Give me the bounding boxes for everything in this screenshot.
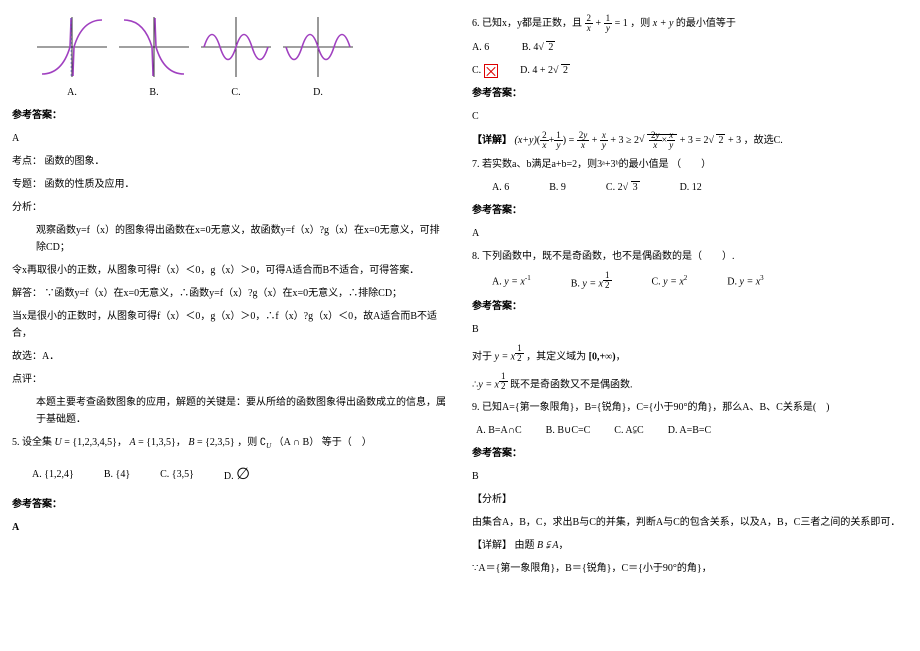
q6-pre: 6. 已知x，y都是正数，且 [472,18,582,29]
detail9: 【详解】 由题 B ⫋ A， [472,537,908,554]
graph-b-label: B. [149,84,158,101]
zhuanti-label: 专题： [12,179,42,190]
graph-b: B. [114,12,194,101]
right-column: 6. 已知x，y都是正数，且 2x + 1y = 1 ，则 x + y 的最小值… [460,0,920,651]
answer-9: B [472,468,908,485]
q7-opt-c: C. 23 [606,179,640,196]
q9-opt-a: A. B=A∩C [476,422,522,439]
q8-opt-a: A. y = x-1 [492,273,531,290]
q6-opt-d: D. 4 + 22 [520,65,570,76]
q9-options: A. B=A∩C B. B∪C=C C. A⫋C D. A=B=C [476,422,908,439]
graph-d-label: D. [313,84,323,101]
q6-tail2: 的最小值等于 [676,18,736,29]
graph-b-svg [114,12,194,82]
q6: 6. 已知x，y都是正数，且 2x + 1y = 1 ，则 x + y 的最小值… [472,14,908,33]
q7: 7. 若实数a、b满足a+b=2，则3ᵃ+3ᵇ的最小值是 （ ） [472,156,908,173]
q9-opt-d: D. A=B=C [668,422,712,439]
kaodian-text: 函数的图象． [45,156,105,167]
q5-opt-c: C. {3,5} [160,466,194,483]
left-column: A. B. C. [0,0,460,651]
answer-8: B [472,321,908,338]
answer-4: A [12,130,448,147]
q5-U: U = {1,2,3,4,5}， [55,437,127,448]
q5: 5. 设全集 U = {1,2,3,4,5}， A = {1,3,5}， B =… [12,434,448,453]
guxuan: 故选：A． [12,348,448,365]
q6-opt-c: C. [472,65,498,76]
jieda-label: 解答： [12,288,42,299]
q5-B: B = {2,3,5} [188,437,234,448]
q8: 8. 下列函数中，既不是奇函数，也不是偶函数的是（ ）. [472,248,908,265]
q5-end: 等于（ ） [322,437,372,448]
q6-frac2: 1y [604,14,613,33]
detail9b: ∵A＝{第一象限角}，B＝{锐角}，C＝{小于90°的角}， [472,560,908,577]
q5-options: A. {1,2,4} B. {4} C. {3,5} D. ∅ [32,461,448,488]
detail9-label: 【详解】 [472,540,512,551]
q7-opt-a: A. 6 [492,179,509,196]
fenxi9-label: 【分析】 [472,491,908,508]
answer-header-9: 参考答案： [472,445,908,462]
answer-header-5: 参考答案： [12,496,448,513]
jieda-1: ∵函数y=f（x）在x=0无意义，∴函数y=f（x）?g（x）在x=0无意义，∴… [45,288,403,299]
q6-frac1: 2x [585,14,594,33]
q5-pre: 5. 设全集 [12,437,52,448]
detail6-label: 【详解】 [472,135,512,146]
answer-5: A [12,519,448,536]
b-expl-2: ∴y = x12 既不是奇函数又不是偶函数. [472,372,908,393]
answer-header-8: 参考答案： [472,298,908,315]
graph-a-svg [32,12,112,82]
graph-c: C. [196,12,276,101]
graph-c-label: C. [231,84,240,101]
b-expl-1: 对于 y = x12 ，其定义域为 [0,+∞)， [472,344,908,365]
broken-image-icon [484,64,498,78]
detail-6: 【详解】 (x+y)(2x+1y) = 2yx + xy + 3 ≥ 22yx×… [472,131,908,150]
q5-tail: ，则 ∁ [237,437,266,448]
q9-opt-b: B. B∪C=C [546,422,591,439]
q7-options: A. 6 B. 9 C. 23 D. 12 [492,179,908,196]
q9: 9. 已知A={第一象限角}，B={锐角}，C={小于90°的角}，那么A、B、… [472,399,908,416]
q5-A: A = {1,3,5}， [129,437,185,448]
zhuanti-text: 函数的性质及应用． [45,179,135,190]
q8-options: A. y = x-1 B. y = x12 C. y = x2 D. y = x… [492,271,908,292]
q5-expr: （A ∩ B） [274,437,320,448]
answer-7: A [472,225,908,242]
zhuanti: 专题： 函数的性质及应用． [12,176,448,193]
graph-a: A. [32,12,112,101]
detail6-tail: ，故选C. [744,135,783,146]
answer-graphs: A. B. C. [32,12,448,101]
graph-d-svg [278,12,358,82]
q6-tail: ，则 [630,18,650,29]
q7-opt-b: B. 9 [549,179,566,196]
q6-opts-row2: C. D. 4 + 22 [472,62,908,79]
answer-header-6: 参考答案： [472,85,908,102]
fenxi-2: 令x再取很小的正数，从图象可得f（x）＜0，g（x）＞0，可得A适合而B不适合，… [12,262,448,279]
dianping-text: 本题主要考查函数图象的应用，解题的关键是：要从所给的函数图象得出函数成立的信息，… [12,394,448,428]
fenxi9: 由集合A，B，C，求出B与C的并集，判断A与C的包含关系，以及A，B，C三者之间… [472,514,908,531]
graph-c-svg [196,12,276,82]
q8-opt-c: C. y = x2 [652,273,688,290]
kaodian: 考点： 函数的图象． [12,153,448,170]
page: A. B. C. [0,0,920,651]
detail9a: 由题 [515,540,535,551]
fenxi-label: 分析： [12,199,448,216]
q5-opt-d: D. ∅ [224,461,250,488]
graph-d: D. [278,12,358,101]
q5-opt-b: B. {4} [104,466,130,483]
q6-opts-row1: A. 6 B. 42 [472,39,908,56]
q8-opt-b: B. y = x12 [571,271,612,292]
answer-header-7: 参考答案： [472,202,908,219]
q5-opt-a: A. {1,2,4} [32,466,74,483]
answer-6: C [472,108,908,125]
q8-opt-d: D. y = x3 [727,273,763,290]
q7-opt-d: D. 12 [680,179,702,196]
dianping-label: 点评： [12,371,448,388]
jieda: 解答： ∵函数y=f（x）在x=0无意义，∴函数y=f（x）?g（x）在x=0无… [12,285,448,302]
graph-a-label: A. [67,84,77,101]
q6-opt-a: A. 6 [472,42,489,53]
jieda-2: 当x是很小的正数时，从图象可得f（x）＜0，g（x）＞0，∴f（x）?g（x）＜… [12,308,448,342]
q6-opt-b: B. 42 [522,42,556,53]
answer-header-4: 参考答案： [12,107,448,124]
kaodian-label: 考点： [12,156,42,167]
fenxi-1: 观察函数y=f（x）的图象得出函数在x=0无意义，故函数y=f（x）?g（x）在… [12,222,448,256]
q9-opt-c: C. A⫋C [614,422,643,439]
